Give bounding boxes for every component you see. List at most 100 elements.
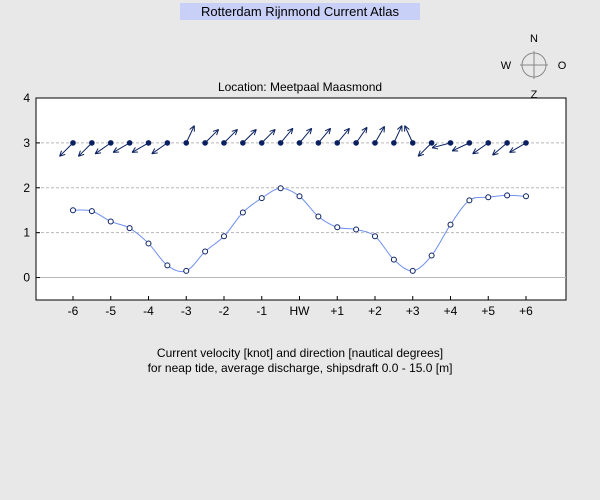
direction-arrow [78, 142, 93, 157]
arrow-head [250, 128, 257, 132]
arrow-head [379, 126, 385, 131]
arrow-head [431, 143, 438, 149]
direction-arrow [59, 142, 74, 157]
arrow-head [404, 125, 410, 130]
direction-point [258, 140, 265, 146]
x-tick-label: HW [290, 304, 311, 318]
arrow-head [451, 145, 457, 152]
velocity-point [126, 225, 133, 232]
velocity-point [428, 252, 435, 259]
direction-arrow [185, 125, 195, 144]
direction-point [391, 140, 397, 146]
direction-point [447, 140, 454, 146]
x-tick-label: -5 [105, 304, 116, 318]
x-tick-label: -3 [181, 304, 192, 318]
arrow-head [59, 153, 66, 157]
arrow-head [418, 153, 425, 157]
x-tick-label: +6 [519, 304, 533, 318]
arrow-head [365, 127, 368, 134]
direction-arrow [492, 142, 508, 156]
direction-arrow [374, 126, 385, 144]
arrow-head [290, 128, 294, 135]
compass-w: W [501, 60, 512, 72]
direction-point [523, 140, 529, 146]
arrow-head [306, 127, 312, 132]
direction-arrow [355, 127, 368, 144]
direction-arrow [299, 128, 313, 144]
arrow-head [212, 128, 219, 132]
direction-point [202, 140, 208, 146]
arrow-head [59, 150, 63, 157]
direction-arrow [280, 128, 294, 144]
velocity-point [334, 224, 341, 231]
arrow-head [94, 148, 99, 155]
velocity-point [277, 185, 284, 192]
velocity-point [107, 218, 114, 225]
direction-point [353, 140, 359, 146]
arrow-head [131, 147, 136, 153]
arrow-head [77, 150, 81, 157]
direction-arrow [242, 129, 257, 144]
direction-arrow [261, 129, 276, 144]
direction-arrow [404, 125, 414, 144]
caption-line-2: for neap tide, average discharge, shipsd… [147, 361, 453, 375]
arrow-head [78, 153, 85, 157]
direction-point [315, 140, 322, 146]
arrow-head [216, 129, 220, 136]
direction-point [240, 140, 246, 146]
x-tick-label: +2 [368, 304, 382, 318]
velocity-point [466, 197, 473, 204]
arrow-head [269, 128, 276, 132]
direction-point [89, 140, 95, 146]
direction-point [485, 140, 492, 146]
direction-arrow [317, 128, 331, 144]
compass-rose-icon: N W O Z [501, 33, 567, 101]
direction-arrow [112, 142, 130, 153]
velocity-point [523, 193, 529, 200]
x-tick-label: +5 [481, 304, 495, 318]
arrow-head [95, 152, 102, 155]
arrow-head [151, 152, 158, 155]
plot-area [35, 97, 567, 301]
velocity-point [372, 233, 378, 240]
direction-arrow [472, 142, 489, 155]
direction-point [183, 140, 190, 146]
velocity-point [70, 207, 76, 214]
arrow-head [347, 128, 350, 135]
velocity-point [353, 226, 360, 233]
velocity-point [164, 262, 171, 269]
direction-point [164, 140, 171, 146]
y-tick-label: 3 [23, 136, 30, 150]
direction-arrow [417, 142, 432, 157]
x-tick-label: -4 [143, 304, 154, 318]
velocity-point [239, 209, 246, 216]
arrow-head [492, 153, 499, 156]
arrow-head [472, 152, 479, 155]
direction-point [372, 140, 378, 146]
velocity-point [485, 194, 492, 201]
direction-arrow [432, 142, 451, 149]
direction-point [107, 140, 114, 146]
velocity-point [145, 240, 152, 247]
arrow-head [472, 148, 477, 155]
direction-point [428, 140, 435, 146]
velocity-point [221, 233, 227, 240]
direction-arrow [94, 142, 112, 155]
arrow-head [151, 148, 156, 155]
y-tick-label: 1 [23, 226, 30, 240]
arrow-head [328, 128, 332, 135]
y-tick-label: 0 [23, 271, 30, 285]
compass-z: Z [531, 89, 538, 101]
arrow-head [272, 129, 276, 136]
arrow-head [253, 129, 257, 136]
direction-arrow [336, 128, 350, 144]
arrow-head [234, 129, 238, 136]
arrow-head [361, 126, 368, 131]
x-tick-label: +3 [406, 304, 420, 318]
arrow-head [492, 149, 496, 156]
compass-n: N [530, 33, 538, 45]
direction-arrow [204, 129, 219, 144]
velocity-point [504, 192, 511, 199]
